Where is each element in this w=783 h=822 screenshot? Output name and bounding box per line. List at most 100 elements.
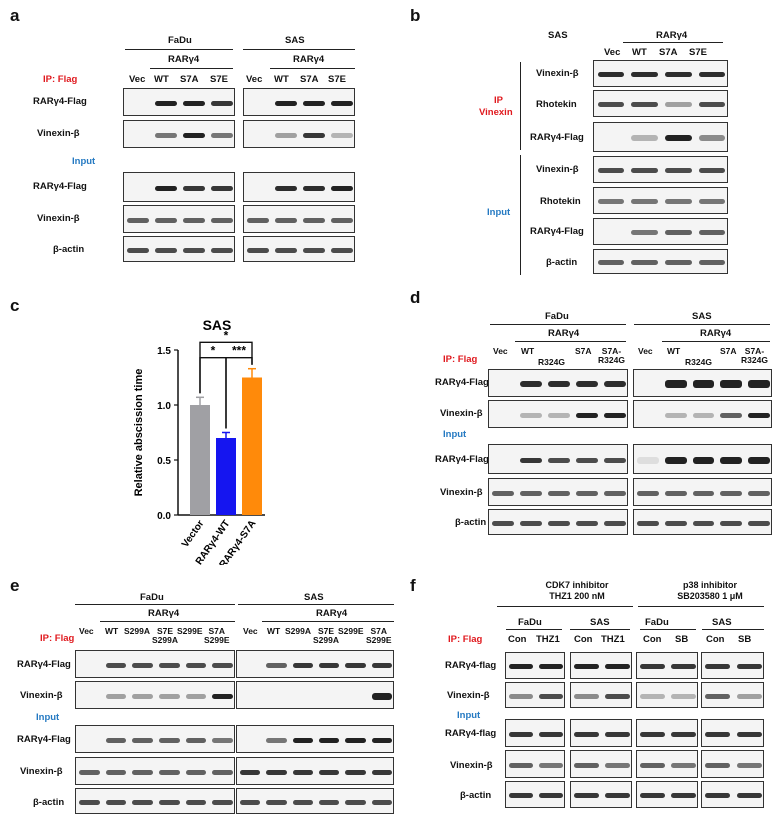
blot-image xyxy=(593,249,728,274)
blot-band xyxy=(78,799,100,805)
panel-b-ip-label-2: Vinexin xyxy=(479,107,513,118)
blot-band xyxy=(576,520,598,526)
row-label: Rhotekin xyxy=(540,196,581,207)
lane-label: Con xyxy=(574,634,593,645)
row-label: Vinexin-β xyxy=(536,164,579,175)
blot-band xyxy=(211,217,233,223)
panel-f-inhibitor-1: CDK7 inhibitor THZ1 200 nM xyxy=(545,580,609,601)
panel-d-group-fadu: FaDu xyxy=(545,311,569,322)
blot-band xyxy=(520,457,542,463)
blot-image xyxy=(488,444,628,474)
y-tick-label: 0.5 xyxy=(157,456,171,467)
blot-band xyxy=(631,168,658,173)
blot-band xyxy=(155,217,177,223)
blot-band xyxy=(539,693,563,699)
blot-band xyxy=(698,199,726,204)
row-label: RARγ4-Flag xyxy=(435,454,489,465)
row-label: β-actin xyxy=(53,244,85,255)
blot-band xyxy=(212,799,234,805)
blot-image xyxy=(636,682,698,708)
blot-band xyxy=(604,381,626,387)
blot-band xyxy=(520,490,542,496)
blot-band xyxy=(705,793,731,798)
blot-band xyxy=(318,662,340,668)
row-label: RARγ4-Flag xyxy=(17,659,71,670)
blot-image xyxy=(593,156,728,183)
blot-band xyxy=(671,731,696,737)
lane-label: Con xyxy=(643,634,662,645)
lane-label: S7A xyxy=(659,47,678,58)
blot-image xyxy=(243,205,355,233)
panel-f-input-label: Input xyxy=(457,710,481,721)
blot-band xyxy=(705,664,731,669)
lane-label: WT xyxy=(521,346,535,356)
blot-image xyxy=(593,60,728,87)
blot-band xyxy=(631,230,658,235)
blot-band xyxy=(574,693,599,699)
blot-band xyxy=(132,693,154,699)
blot-image xyxy=(636,719,698,747)
blot-band xyxy=(736,693,762,699)
row-label: RARγ4-Flag xyxy=(530,132,584,143)
panel-a-label: a xyxy=(10,6,20,25)
y-tick-label: 1.5 xyxy=(157,346,171,357)
blot-band xyxy=(247,217,269,223)
lane-label: SB xyxy=(738,634,752,645)
blot-image xyxy=(123,172,235,202)
blot-band xyxy=(665,72,692,77)
lane-label: S7A xyxy=(720,346,737,356)
significance-label: * xyxy=(224,328,229,342)
blot-band xyxy=(597,199,625,204)
lane-label: S299E xyxy=(338,626,364,636)
blot-band xyxy=(748,380,770,388)
blot-band xyxy=(183,132,205,138)
blot-band xyxy=(576,381,598,387)
blot-band xyxy=(158,799,180,805)
blot-band xyxy=(692,520,715,526)
blot-band xyxy=(631,72,658,77)
blot-band xyxy=(345,799,366,805)
lane-label: S7A S299E xyxy=(204,626,230,645)
blot-band xyxy=(574,793,599,798)
blot-band xyxy=(303,247,325,253)
blot-image xyxy=(75,650,235,678)
panel-d-group-sas: SAS xyxy=(692,311,712,322)
panel-e-construct-1: RARγ4 xyxy=(148,608,180,619)
lane-label: THZ1 xyxy=(601,634,625,645)
blot-image xyxy=(488,400,628,428)
row-label: Vinexin-β xyxy=(37,213,80,224)
blot-band xyxy=(720,520,743,526)
blot-band xyxy=(185,662,207,668)
blot-band xyxy=(212,737,234,743)
blot-band xyxy=(331,132,353,138)
blot-band xyxy=(539,762,563,768)
row-label: β-actin xyxy=(460,790,492,801)
blot-band xyxy=(520,412,542,418)
blot-band xyxy=(705,731,731,737)
blot-image xyxy=(593,90,728,117)
blot-band xyxy=(155,100,177,106)
blot-band xyxy=(576,490,598,496)
blot-band xyxy=(331,247,353,253)
lane-label: Vec xyxy=(79,626,94,636)
lane-label: Vec xyxy=(246,74,263,85)
blot-band xyxy=(748,412,770,418)
panel-a-ip-label: IP: Flag xyxy=(43,74,78,85)
panel-d-input-label: Input xyxy=(443,429,467,440)
blot-band xyxy=(736,762,762,768)
blot-band xyxy=(640,664,665,669)
lane-label: WT xyxy=(274,74,289,85)
blot-band xyxy=(292,737,314,743)
blot-image xyxy=(701,719,764,747)
blot-band xyxy=(631,260,658,265)
blot-band xyxy=(275,132,297,138)
blot-image xyxy=(505,652,565,679)
blot-band xyxy=(640,693,665,699)
lane-label: Vec xyxy=(129,74,146,85)
blot-band xyxy=(671,664,696,669)
panel-f-inhibitor-2: p38 inhibitor SB203580 1 μM xyxy=(677,580,743,601)
panel-d-ip-label: IP: Flag xyxy=(443,354,478,365)
blot-band xyxy=(664,412,687,418)
blot-band xyxy=(247,247,269,253)
lane-label: THZ1 xyxy=(536,634,560,645)
